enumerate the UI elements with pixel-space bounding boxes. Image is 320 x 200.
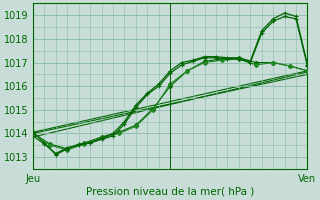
X-axis label: Pression niveau de la mer( hPa ): Pression niveau de la mer( hPa ) <box>86 187 254 197</box>
